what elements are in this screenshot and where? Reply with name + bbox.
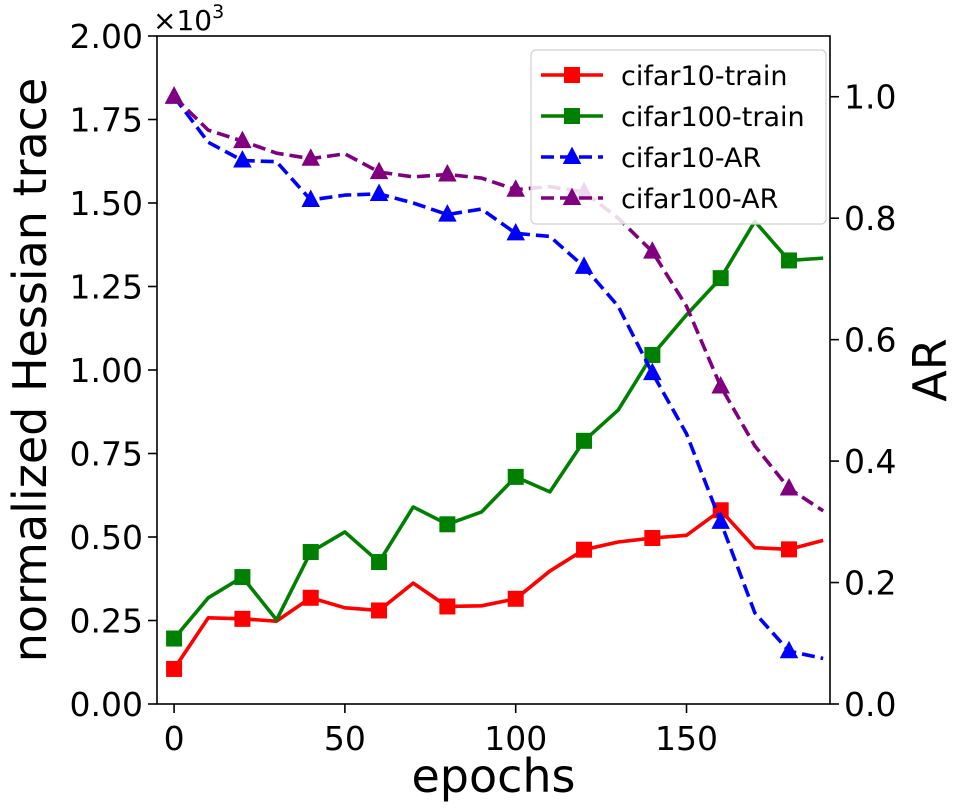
series-line-cifar100-ar	[172, 95, 825, 513]
data-point-cifar100-ar	[711, 375, 730, 394]
legend-entry-cifar100-train: cifar100-train	[541, 102, 805, 133]
data-point-cifar100-ar	[369, 161, 389, 180]
legend-label-cifar10-train: cifar10-train	[621, 61, 787, 92]
y-axis-left-multiplier: ×103	[153, 1, 224, 37]
x-tick-label: 0	[164, 719, 185, 758]
y-left-tick-label: 1.00	[70, 351, 143, 390]
data-point-cifar100-train	[576, 432, 593, 449]
data-point-cifar100-train	[507, 468, 524, 485]
y-axis-left-title: normalized Hessian trace	[3, 78, 57, 663]
multiplier-exponent: 3	[212, 1, 224, 23]
data-point-cifar100-ar	[438, 164, 457, 182]
y-right-tick-label: 0.0	[844, 685, 896, 724]
x-tick-label: 50	[324, 719, 366, 758]
y-left-tick-label: 0.25	[70, 602, 143, 641]
y-right-tick-label: 0.6	[844, 321, 896, 360]
y-left-tick-label: 1.25	[70, 268, 143, 307]
series-cifar100-train	[166, 219, 824, 647]
data-point-cifar10-ar	[506, 222, 525, 241]
data-point-cifar100-ar	[233, 130, 252, 149]
data-point-cifar100-train	[781, 252, 798, 269]
y-right-tick-label: 0.2	[844, 564, 896, 603]
data-point-cifar100-train	[166, 630, 183, 647]
data-point-cifar10-ar	[369, 183, 389, 201]
data-point-cifar10-train	[371, 602, 388, 619]
legend-marker-cifar100-ar	[562, 187, 582, 206]
y-left-tick-label: 0.75	[70, 435, 143, 474]
y-axis-right-title: AR	[903, 338, 957, 401]
series-cifar100-ar	[164, 86, 825, 513]
data-point-cifar10-ar	[301, 189, 321, 208]
data-point-cifar10-train	[507, 590, 524, 607]
y-left-tick-label: 1.75	[70, 101, 143, 140]
data-point-cifar10-train	[439, 598, 456, 615]
data-point-cifar100-train	[712, 270, 729, 287]
multiplier-base: ×10	[153, 4, 212, 37]
chart-marks	[164, 86, 825, 677]
series-line-cifar10-ar	[172, 95, 824, 661]
legend-marker-cifar100-train	[564, 108, 580, 124]
data-point-cifar100-ar	[164, 86, 184, 104]
data-point-cifar10-ar	[233, 150, 252, 168]
data-point-cifar10-ar	[711, 511, 730, 529]
data-point-cifar100-train	[234, 569, 251, 586]
y-right-tick-label: 1.0	[844, 78, 896, 117]
y-left-tick-label: 1.50	[70, 184, 143, 223]
data-point-cifar10-train	[166, 660, 183, 677]
legend-label-cifar100-ar: cifar100-AR	[621, 184, 778, 215]
data-point-cifar100-ar	[506, 179, 525, 197]
x-tick-label: 100	[484, 719, 547, 758]
legend-box	[530, 49, 827, 225]
data-point-cifar10-ar	[574, 256, 594, 274]
data-point-cifar10-train	[302, 589, 319, 606]
data-point-cifar100-train	[644, 346, 661, 363]
data-point-cifar10-ar	[779, 640, 799, 659]
y-right-tick-label: 0.4	[844, 442, 896, 481]
data-point-cifar100-ar	[779, 478, 799, 496]
y-left-tick-label: 2.00	[70, 17, 143, 56]
x-axis-title: epochs	[411, 749, 575, 803]
y-left-tick-label: 0.50	[70, 518, 143, 557]
x-tick-label: 150	[655, 719, 718, 758]
data-point-cifar100-train	[371, 554, 388, 571]
chart-axes: 0 50 100 150 0.00 0.25 0.50 0.75 1.00 1.25 1.50 1.7…	[70, 17, 897, 758]
series-cifar10-train	[166, 502, 824, 677]
legend-label-cifar100-train: cifar100-train	[621, 102, 805, 133]
y-left-tick-label: 0.00	[70, 685, 143, 724]
data-point-cifar100-train	[302, 544, 319, 561]
data-point-cifar100-train	[439, 516, 456, 533]
y-right-tick-label: 0.8	[844, 199, 896, 238]
data-point-cifar10-train	[234, 610, 251, 627]
data-point-cifar10-train	[644, 530, 661, 547]
legend-marker-cifar10-train	[564, 67, 580, 83]
legend-entry-cifar100-ar: cifar100-AR	[541, 184, 778, 215]
legend-entry-cifar10-train: cifar10-train	[541, 61, 787, 92]
legend-label-cifar10-ar: cifar10-AR	[621, 143, 761, 174]
data-point-cifar10-ar	[643, 362, 662, 381]
data-point-cifar10-ar	[438, 204, 457, 222]
data-point-cifar10-train	[576, 541, 593, 558]
data-point-cifar100-ar	[643, 241, 662, 259]
legend-marker-cifar10-ar	[562, 146, 582, 165]
data-point-cifar100-ar	[301, 148, 321, 166]
legend: cifar10-train cifar100-train cifar10-AR cif…	[530, 49, 827, 225]
legend-entry-cifar10-ar: cifar10-AR	[541, 143, 761, 174]
data-point-cifar10-train	[781, 541, 798, 558]
